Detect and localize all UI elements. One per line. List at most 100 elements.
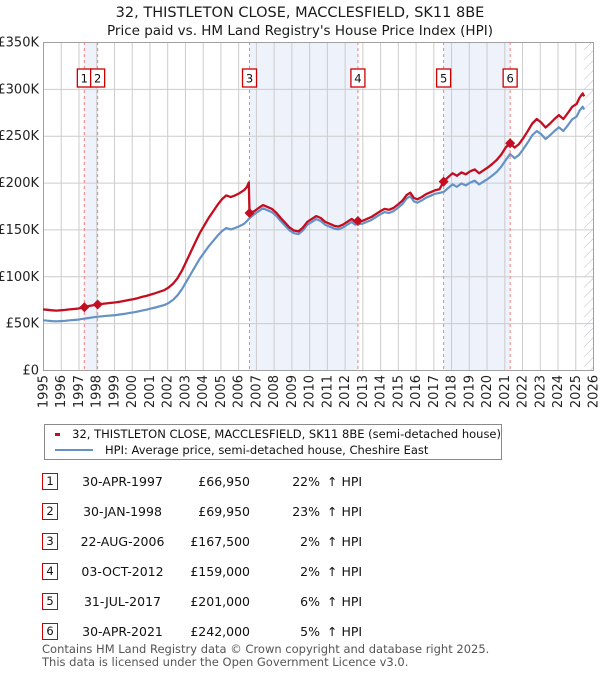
sale-flag-label-3: 3 <box>246 72 253 86</box>
sale-price: £201,000 <box>190 594 250 609</box>
sale-number-badge: 6 <box>42 623 58 640</box>
x-axis-label: 2017 <box>427 375 442 408</box>
sale-hpi-note: ↑ HPI <box>327 504 363 519</box>
sale-number-badge: 5 <box>42 593 58 610</box>
page-title: 32, THISTLETON CLOSE, MACCLESFIELD, SK11… <box>115 5 485 21</box>
x-axis-label: 1997 <box>72 375 87 408</box>
sale-price: £167,500 <box>190 534 250 549</box>
y-axis-label: £250K <box>0 129 39 144</box>
sale-number-badge: 2 <box>42 503 58 520</box>
sale-marker-3 <box>244 208 255 219</box>
sale-flag-box-5 <box>435 68 452 88</box>
sale-date: 03-OCT-2012 <box>81 564 164 579</box>
sale-date: 30-JAN-1998 <box>83 504 162 519</box>
chart-canvas: 1 2 3 4 5 6 £0 £50K £100K £150K £200K £250K £300K £35… <box>0 36 600 409</box>
sale-marker-1 <box>79 302 90 313</box>
x-axis-label: 2003 <box>178 375 193 408</box>
sale-flag-label-2: 2 <box>94 72 101 86</box>
sale-date: 22-AUG-2006 <box>80 534 165 549</box>
x-axis-label: 2012 <box>338 375 353 408</box>
page-subtitle: Price paid vs. HM Land Registry's House … <box>107 23 493 39</box>
hpi-series-line <box>42 105 586 323</box>
future-period-hatch <box>584 42 593 370</box>
x-axis-label: 2010 <box>303 375 318 408</box>
x-axis-label: 2024 <box>551 375 566 408</box>
sale-marker-5 <box>438 176 449 187</box>
sale-date: 31-JUL-2017 <box>83 594 161 609</box>
x-axis-label: 2018 <box>445 375 460 408</box>
x-axis-label: 2013 <box>356 375 371 408</box>
x-axis-label: 2006 <box>232 375 247 408</box>
y-axis-label: £350K <box>0 36 39 51</box>
property-line-swatch <box>55 432 61 436</box>
sale-marker-6 <box>505 138 516 149</box>
y-axis-label: £50K <box>6 317 40 332</box>
sale-number-badge: 4 <box>42 563 58 580</box>
sale-number-badge: 1 <box>42 473 58 490</box>
sale-row-4: 4 03-OCT-2012 £159,000 2% ↑ HPI <box>0 563 600 581</box>
x-axis-label: 2025 <box>569 375 584 408</box>
legend-item-hpi: HPI: Average price, semi-detached house,… <box>55 443 501 457</box>
sale-flag-box-3 <box>241 68 258 88</box>
legend-property-label: 32, THISTLETON CLOSE, MACCLESFIELD, SK11… <box>72 427 501 441</box>
sale-price: £242,000 <box>190 624 250 639</box>
sale-date: 30-APR-1997 <box>82 474 163 489</box>
legend-hpi-label: HPI: Average price, semi-detached house,… <box>105 443 429 457</box>
sale-hpi-percent: 6% <box>300 594 320 609</box>
footer-licence-line: This data is licensed under the Open Gov… <box>42 654 409 669</box>
chart-legend: 32, THISTLETON CLOSE, MACCLESFIELD, SK11… <box>44 424 502 460</box>
license-footer: Contains HM Land Registry data © Crown c… <box>42 643 489 668</box>
sale-price: £69,950 <box>198 504 250 519</box>
sale-number-badge: 3 <box>42 533 58 550</box>
x-axis-label: 2020 <box>480 375 495 408</box>
x-axis-label: 2022 <box>516 375 531 408</box>
sale-hpi-note: ↑ HPI <box>327 474 363 489</box>
x-axis-label: 2019 <box>462 375 477 408</box>
sale-markers <box>79 138 516 313</box>
x-axis-label: 2004 <box>196 375 211 408</box>
x-axis-label: 1998 <box>90 375 105 408</box>
sale-flag-box-6 <box>502 68 518 88</box>
x-axis-label: 2021 <box>498 375 513 408</box>
x-axis-label: 2023 <box>533 375 548 408</box>
sale-hpi-percent: 22% <box>292 474 320 489</box>
sale-row-1: 1 30-APR-1997 £66,950 22% ↑ HPI <box>0 473 600 491</box>
sale-hpi-note: ↑ HPI <box>327 624 363 639</box>
ownership-period-bands <box>84 42 511 370</box>
sale-row-2: 2 30-JAN-1998 £69,950 23% ↑ HPI <box>0 503 600 521</box>
sale-flag-label-6: 6 <box>506 72 513 86</box>
x-axis-label: 2005 <box>214 375 229 408</box>
sale-flag-label-1: 1 <box>81 72 88 86</box>
sale-row-6: 6 30-APR-2021 £242,000 5% ↑ HPI <box>0 623 600 641</box>
x-axis-label: 2001 <box>143 375 158 408</box>
sale-hpi-percent: 23% <box>292 504 320 519</box>
x-axis-label: 2007 <box>249 375 264 408</box>
x-axis-label: 2014 <box>374 375 389 408</box>
property-series-line <box>42 92 586 312</box>
y-axis-label: £150K <box>0 223 39 238</box>
sale-flag-label-4: 4 <box>354 72 361 86</box>
sale-marker-2 <box>92 299 103 310</box>
x-axis-label: 2026 <box>587 375 600 408</box>
y-axis-label: £0 <box>22 364 39 379</box>
sale-flag-box-2 <box>89 68 106 88</box>
sale-row-3: 3 22-AUG-2006 £167,500 2% ↑ HPI <box>0 533 600 551</box>
hpi-line-swatch <box>55 449 93 451</box>
y-axis-label: £300K <box>0 82 39 97</box>
x-axis-label: 2002 <box>161 375 176 408</box>
y-axis-label: £100K <box>0 270 39 285</box>
x-axis-label: 2008 <box>267 375 282 408</box>
sale-hpi-note: ↑ HPI <box>327 564 363 579</box>
sale-hpi-note: ↑ HPI <box>327 594 363 609</box>
x-axis-label: 2011 <box>320 375 335 408</box>
x-axis-label: 2000 <box>125 375 140 408</box>
sale-hpi-percent: 2% <box>300 534 320 549</box>
x-axis-label: 2016 <box>409 375 424 408</box>
x-axis-label: 2015 <box>391 375 406 408</box>
sale-row-5: 5 31-JUL-2017 £201,000 6% ↑ HPI <box>0 593 600 611</box>
ownership-band <box>84 42 98 370</box>
x-axis-label: 1996 <box>54 375 69 408</box>
sale-flag-box-4 <box>350 68 366 88</box>
